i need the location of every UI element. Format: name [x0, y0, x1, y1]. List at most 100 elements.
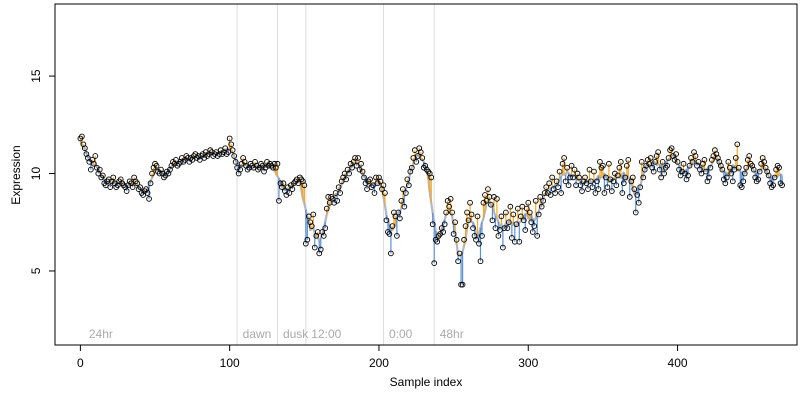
data-point: [153, 162, 160, 169]
data-point: [604, 184, 611, 191]
data-point: [322, 225, 329, 231]
data-point: [755, 176, 762, 183]
data-point: [664, 162, 670, 169]
data-point: [729, 178, 736, 185]
data-point: [323, 205, 330, 212]
condition-lines: [236, 4, 435, 345]
data-point: [740, 178, 747, 185]
data-point: [623, 162, 630, 169]
data-point: [82, 145, 88, 152]
data-point: [485, 186, 491, 192]
data-point: [646, 160, 653, 167]
data-point: [567, 174, 573, 181]
data-point: [96, 166, 103, 173]
data-point: [673, 151, 679, 157]
data-point: [640, 174, 647, 181]
data-point: [594, 178, 600, 185]
data-point: [659, 158, 666, 165]
data-point: [706, 174, 712, 181]
data-point: [529, 229, 536, 235]
data-point: [610, 178, 617, 185]
data-point: [732, 155, 739, 161]
data-point: [658, 174, 664, 181]
data-point: [595, 186, 602, 192]
data-point: [750, 166, 757, 173]
data-point: [226, 135, 233, 142]
data-point: [405, 182, 412, 189]
data-point: [600, 162, 606, 169]
data-point: [495, 233, 502, 239]
data-point: [588, 178, 594, 185]
data-point: [361, 174, 367, 181]
data-point: [565, 182, 572, 189]
data-point: [652, 158, 659, 165]
data-point: [498, 213, 505, 220]
data-point: [483, 197, 490, 204]
data-point: [301, 182, 308, 189]
y-tick-label: 5: [29, 267, 43, 274]
data-point: [592, 190, 599, 196]
data-point: [734, 141, 741, 148]
data-point: [450, 231, 457, 237]
data-point: [367, 176, 373, 183]
data-point: [779, 182, 785, 189]
data-point: [231, 153, 238, 159]
data-point: [507, 203, 514, 210]
data-point: [629, 174, 636, 181]
data-point: [388, 250, 394, 257]
data-point: [317, 246, 324, 253]
data-point: [129, 184, 136, 191]
data-point: [465, 217, 472, 224]
data-point: [400, 186, 406, 192]
data-point: [501, 225, 508, 231]
data-point: [447, 196, 454, 202]
data-point: [461, 236, 467, 243]
x-axis-label: Sample index: [390, 375, 463, 389]
data-point: [79, 133, 85, 140]
data-point: [386, 231, 393, 237]
data-point: [528, 219, 535, 226]
data-point: [656, 166, 663, 173]
data-point: [401, 203, 408, 210]
data-point: [634, 192, 641, 198]
data-point: [531, 223, 538, 229]
data-point: [394, 233, 400, 239]
data-point: [568, 162, 575, 169]
data-point: [473, 236, 479, 243]
data-point: [474, 213, 481, 220]
condition-label: dawn: [243, 327, 272, 341]
data-point: [620, 180, 627, 187]
data-point: [429, 221, 436, 228]
data-point: [134, 180, 140, 187]
data-point: [452, 219, 458, 226]
data-point: [355, 155, 361, 161]
data-point: [147, 180, 154, 187]
data-point: [735, 164, 742, 171]
data-point: [434, 238, 441, 245]
data-point: [570, 174, 576, 181]
data-point: [311, 244, 318, 251]
data-point: [503, 209, 509, 216]
data-point: [601, 190, 608, 196]
y-axis-label: Expression: [9, 145, 23, 204]
data-point: [555, 184, 561, 191]
data-point: [523, 205, 530, 212]
data-point: [746, 153, 753, 159]
data-point: [371, 190, 378, 196]
data-point: [689, 158, 696, 165]
data-point: [408, 164, 415, 171]
data-point: [477, 258, 484, 265]
data-point: [738, 184, 745, 191]
data-point: [591, 168, 597, 175]
data-point: [397, 215, 403, 222]
data-point: [488, 201, 494, 208]
data-point: [632, 209, 639, 216]
data-point: [761, 158, 768, 165]
data-point: [707, 164, 714, 171]
data-point: [625, 157, 632, 163]
data-point: [476, 240, 482, 247]
data-point: [320, 233, 327, 239]
data-point: [467, 199, 473, 206]
data-point: [459, 281, 466, 288]
data-point: [441, 221, 448, 228]
